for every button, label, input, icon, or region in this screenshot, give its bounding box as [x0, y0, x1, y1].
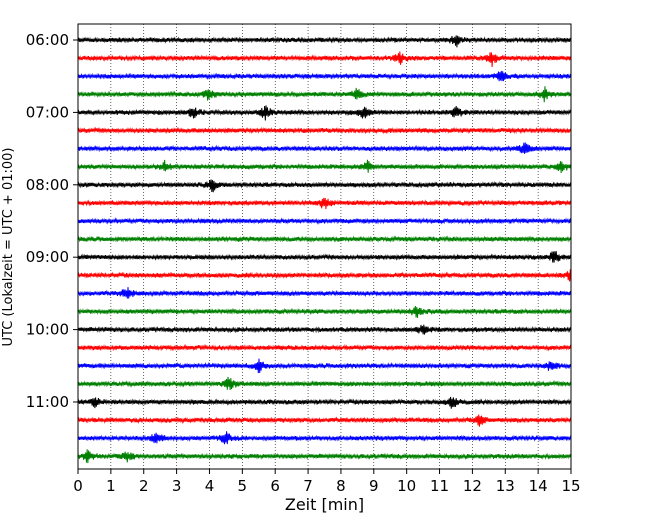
seismogram-trace	[77, 305, 572, 318]
plot-frame	[77, 23, 572, 470]
traces	[77, 35, 572, 464]
grid	[110, 24, 539, 469]
seismogram-trace	[77, 159, 572, 173]
seismogram-trace	[77, 126, 572, 135]
x-tick-label: 14	[529, 477, 548, 495]
x-tick-label: 15	[561, 477, 580, 495]
seismogram-trace	[77, 86, 572, 103]
y-tick-label: 07:00	[26, 103, 69, 121]
x-tick-label: 0	[73, 477, 83, 495]
x-tick-label: 12	[463, 477, 482, 495]
seismogram-trace	[77, 235, 572, 243]
x-tick-label: 6	[270, 477, 280, 495]
x-tick-label: 3	[172, 477, 182, 495]
seismogram-trace	[77, 105, 572, 121]
seismogram-trace	[77, 324, 572, 335]
x-tick-label: 7	[303, 477, 313, 495]
x-tick-label: 5	[238, 477, 248, 495]
seismogram-trace	[77, 343, 572, 352]
seismogram-trace	[77, 70, 572, 82]
y-tick-label: 06:00	[26, 31, 69, 49]
x-axis-ticks: 0 1 2 3 4 5 6 7 8 9 10 11 12 13 14 15	[73, 469, 581, 495]
x-tick-label: 13	[496, 477, 515, 495]
seismogram-trace	[77, 142, 572, 154]
seismogram-trace	[77, 287, 572, 299]
seismogram-trace	[77, 431, 572, 445]
seismogram-trace	[77, 449, 572, 464]
y-axis-ticks: 06:00 07:00 08:00 09:00 10:00 11:00	[26, 31, 78, 411]
y-tick-label: 10:00	[26, 321, 69, 339]
x-tick-label: 10	[397, 477, 416, 495]
x-tick-label: 8	[336, 477, 346, 495]
y-tick-label: 08:00	[26, 176, 69, 194]
seismogram-trace	[77, 197, 572, 210]
seismogram-trace	[77, 51, 572, 67]
seismogram-trace	[77, 269, 572, 283]
y-tick-label: 09:00	[26, 248, 69, 266]
y-axis-label: UTC (Lokalzeit = UTC + 01:00)	[1, 148, 16, 347]
seismogram-trace	[77, 358, 572, 374]
seismogram-trace	[77, 251, 572, 263]
seismogram-trace	[77, 376, 572, 390]
x-tick-label: 1	[106, 477, 116, 495]
x-axis-label: Zeit [min]	[285, 495, 364, 514]
seismogram-trace	[77, 414, 572, 427]
seismogram-trace	[77, 396, 572, 409]
x-tick-label: 9	[369, 477, 379, 495]
x-tick-label: 4	[205, 477, 215, 495]
seismogram-trace	[77, 217, 572, 225]
x-tick-label: 2	[139, 477, 149, 495]
seismogram-trace	[77, 35, 572, 48]
seismogram-trace	[77, 179, 572, 193]
x-tick-label: 11	[430, 477, 449, 495]
y-tick-label: 11:00	[26, 393, 69, 411]
